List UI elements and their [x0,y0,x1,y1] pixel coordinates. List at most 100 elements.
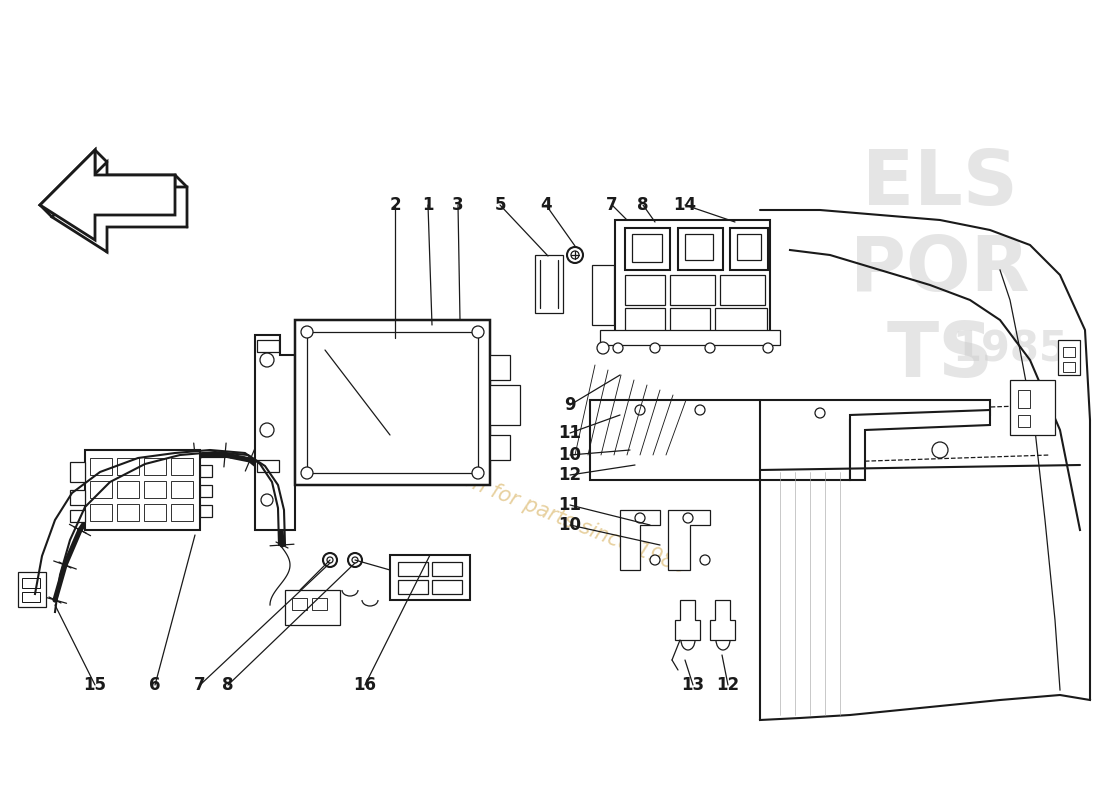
Bar [90,504,112,521]
Bar [490,435,510,460]
Bar [432,562,462,576]
Circle shape [327,557,333,563]
Circle shape [650,343,660,353]
Bar [18,572,46,607]
Circle shape [705,343,715,353]
Bar [200,465,212,477]
Bar [490,385,520,425]
Bar [600,330,780,345]
Circle shape [650,555,660,565]
Circle shape [635,405,645,415]
Bar [670,308,710,336]
Bar [85,450,200,530]
Bar [70,490,85,505]
Text: ELS
POR
TS: ELS POR TS [850,147,1030,393]
Bar [625,228,670,270]
Circle shape [261,494,273,506]
Text: 13: 13 [681,676,705,694]
Bar [295,320,490,485]
Bar [70,462,85,482]
Bar [170,504,192,521]
Bar [535,255,563,313]
Text: 4: 4 [540,196,552,214]
Circle shape [695,405,705,415]
Circle shape [597,342,609,354]
Circle shape [815,408,825,418]
Bar [170,458,192,475]
Bar [1063,362,1075,372]
Text: a passion for parts since 1985: a passion for parts since 1985 [390,442,690,578]
Text: 11: 11 [559,424,582,442]
Bar [730,228,768,270]
Circle shape [571,251,579,259]
Text: 2: 2 [389,196,400,214]
Bar [398,562,428,576]
Text: 16: 16 [353,676,376,694]
Bar [1010,380,1055,435]
Bar [1018,390,1030,408]
Bar [678,228,723,270]
Bar [390,555,470,600]
Bar [117,458,139,475]
Bar [1058,340,1080,375]
Text: 6: 6 [150,676,161,694]
Circle shape [566,247,583,263]
Circle shape [260,423,274,437]
Bar [144,504,166,521]
Bar [90,481,112,498]
Circle shape [260,353,274,367]
Polygon shape [850,410,990,480]
Bar [720,275,764,305]
Circle shape [932,442,948,458]
Circle shape [683,513,693,523]
Bar [1018,415,1030,427]
Bar [737,234,761,260]
Bar [312,598,327,610]
Circle shape [348,553,362,567]
Polygon shape [40,150,175,240]
Bar [615,220,770,340]
Text: 14: 14 [673,196,696,214]
Bar [144,481,166,498]
Circle shape [472,467,484,479]
Text: 10: 10 [559,446,582,464]
Bar [90,458,112,475]
Bar [257,460,279,472]
Circle shape [323,553,337,567]
Circle shape [700,555,710,565]
Text: 15: 15 [84,676,107,694]
Text: 7: 7 [606,196,618,214]
Bar [1063,347,1075,357]
Text: 8: 8 [637,196,649,214]
Text: 10: 10 [559,516,582,534]
Bar [490,355,510,380]
Polygon shape [590,400,990,480]
Text: 12: 12 [559,466,582,484]
Polygon shape [255,335,295,530]
Polygon shape [710,600,735,640]
Text: 12: 12 [716,676,739,694]
Bar [144,458,166,475]
Circle shape [763,343,773,353]
Bar [170,481,192,498]
Circle shape [613,343,623,353]
Bar [625,308,666,336]
Polygon shape [668,510,710,570]
Bar [432,580,462,594]
Text: 3: 3 [452,196,464,214]
Bar [398,580,428,594]
Circle shape [301,326,314,338]
Bar [715,308,767,336]
Text: 8: 8 [222,676,233,694]
Bar [632,234,662,262]
Bar [670,275,715,305]
Text: 1985: 1985 [953,329,1068,371]
Bar [200,485,212,497]
Circle shape [635,513,645,523]
Bar [70,510,85,522]
Bar [685,234,713,260]
Polygon shape [620,510,660,570]
Bar [22,592,40,602]
Polygon shape [52,162,187,252]
Polygon shape [675,600,700,640]
